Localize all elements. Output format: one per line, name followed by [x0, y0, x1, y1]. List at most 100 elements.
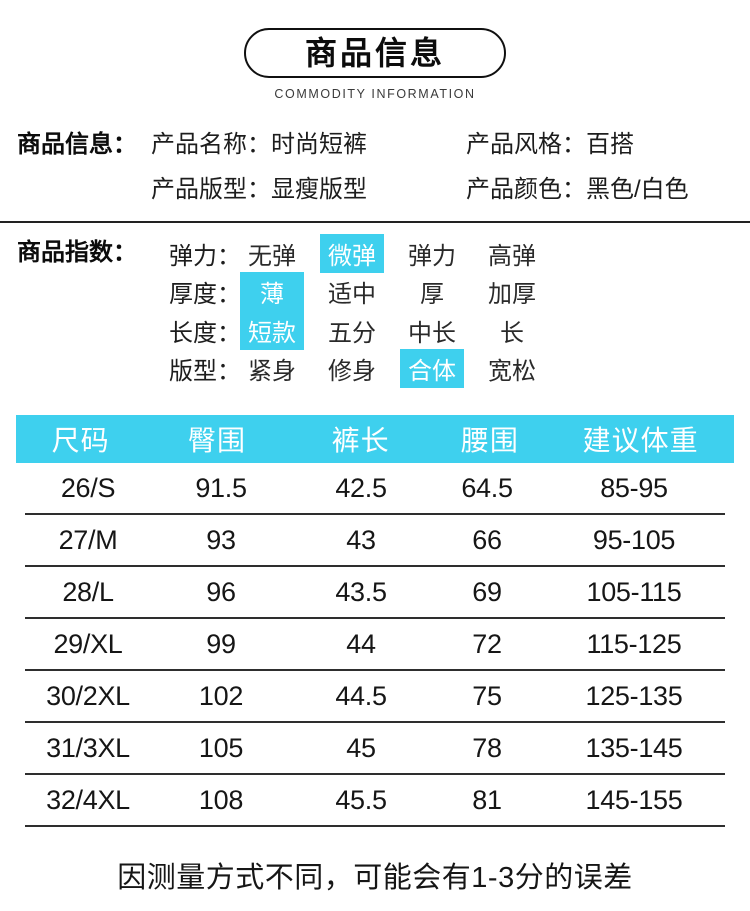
- cell-hip: 102: [198, 680, 244, 711]
- index-option-text: 厚: [420, 281, 444, 308]
- cell-weight: 95-105: [592, 524, 676, 555]
- cell-waist: 69: [472, 576, 502, 607]
- cell-size: 26/S: [60, 472, 116, 503]
- product-info-fields: 产品名称：时尚短裤 产品风格：百搭 产品版型：显瘦版型 产品颜色：黑色/白色: [151, 130, 689, 205]
- index-row-elasticity: 弹力： 无弹 微弹 弹力 高弹: [169, 233, 552, 273]
- index-option: 薄: [232, 272, 312, 311]
- cell-waist: 72: [472, 628, 502, 659]
- header-cell-suggested-weight: 建议体重: [582, 425, 699, 456]
- index-option-text: 短款: [240, 310, 304, 350]
- index-option-text: 薄: [240, 272, 304, 311]
- cell-size: 30/2XL: [46, 680, 130, 711]
- index-option-text: 中长: [408, 319, 456, 347]
- product-info-section: 商品信息： 产品名称：时尚短裤 产品风格：百搭 产品版型：显瘦版型 产品颜色：黑…: [0, 130, 750, 205]
- field-label: 产品风格：: [466, 131, 586, 158]
- field-product-color: 产品颜色：黑色/白色: [466, 175, 689, 205]
- index-option: 中长: [392, 313, 472, 348]
- cell-pants-length: 44: [346, 628, 376, 659]
- product-index-rows: 弹力： 无弹 微弹 弹力 高弹 厚度： 薄 适中 厚 加厚 长度： 短款 五分 …: [169, 233, 552, 392]
- cell-size: 32/4XL: [46, 784, 130, 815]
- table-row: 29/XL 99 44 72 115-125: [25, 619, 725, 671]
- cell-pants-length: 42.5: [335, 472, 387, 503]
- index-row-length: 长度： 短款 五分 中长 长: [169, 310, 552, 350]
- index-option: 修身: [312, 351, 392, 386]
- index-row-label: 弹力：: [169, 242, 241, 270]
- field-product-style: 产品风格：百搭: [466, 130, 689, 160]
- table-row: 31/3XL 105 45 78 135-145: [25, 723, 725, 775]
- field-label: 产品颜色：: [466, 176, 586, 203]
- table-row: 30/2XL 102 44.5 75 125-135: [25, 671, 725, 723]
- measurement-disclaimer: 因测量方式不同，可能会有1-3分的误差: [117, 862, 633, 894]
- product-index-section: 商品指数： 弹力： 无弹 微弹 弹力 高弹 厚度： 薄 适中 厚 加厚 长度： …: [0, 233, 750, 392]
- index-row-label: 长度：: [169, 319, 241, 347]
- field-label: 产品版型：: [151, 176, 271, 203]
- index-option: 短款: [232, 310, 312, 350]
- index-row-thickness: 厚度： 薄 适中 厚 加厚: [169, 272, 552, 311]
- cell-size: 27/M: [58, 524, 118, 555]
- index-option: 五分: [312, 313, 392, 348]
- cell-pants-length: 43.5: [335, 576, 387, 607]
- cell-waist: 75: [472, 680, 502, 711]
- table-header-row: 尺码 臀围 裤长 腰围 建议体重: [16, 415, 734, 463]
- cell-size: 28/L: [62, 576, 114, 607]
- cell-pants-length: 43: [346, 524, 376, 555]
- index-option-text: 五分: [328, 319, 376, 347]
- cell-weight: 85-95: [600, 472, 668, 503]
- cell-waist: 64.5: [461, 472, 513, 503]
- header-cell-pants-length: 裤长: [331, 425, 390, 456]
- field-label: 产品名称：: [151, 131, 271, 158]
- header-cell-size: 尺码: [51, 425, 110, 456]
- cell-weight: 105-115: [586, 576, 682, 607]
- cell-hip: 105: [198, 732, 244, 763]
- field-value: 时尚短裤: [271, 131, 367, 158]
- cell-pants-length: 44.5: [335, 680, 387, 711]
- index-option-text: 长: [500, 319, 524, 347]
- field-product-fit: 产品版型：显瘦版型: [151, 175, 466, 205]
- index-option-text: 微弹: [320, 233, 384, 273]
- page-header: 商品信息 COMMODITY INFORMATION: [0, 0, 750, 101]
- cell-pants-length: 45: [346, 732, 376, 763]
- index-option: 无弹: [232, 236, 312, 271]
- section-divider: [0, 221, 750, 223]
- index-option-text: 宽松: [488, 358, 536, 385]
- header-cell-waist: 腰围: [460, 425, 519, 456]
- index-option: 微弹: [312, 233, 392, 273]
- cell-size: 31/3XL: [46, 732, 130, 763]
- cell-waist: 66: [472, 524, 502, 555]
- index-option-text: 高弹: [488, 242, 536, 270]
- table-row: 26/S 91.5 42.5 64.5 85-95: [25, 463, 725, 515]
- index-option-text: 合体: [400, 349, 464, 388]
- cell-hip: 99: [206, 628, 236, 659]
- cell-hip: 96: [206, 576, 236, 607]
- header-cell-hip: 臀围: [188, 425, 247, 456]
- index-option-text: 适中: [328, 281, 376, 308]
- cell-weight: 145-155: [585, 784, 683, 815]
- index-option-text: 弹力: [408, 242, 456, 270]
- field-value: 显瘦版型: [271, 176, 367, 203]
- index-option-text: 无弹: [248, 242, 296, 270]
- index-option: 加厚: [472, 274, 552, 309]
- index-option: 宽松: [472, 351, 552, 386]
- cell-weight: 115-125: [586, 628, 682, 659]
- cell-size: 29/XL: [53, 628, 123, 659]
- page-title: 商品信息: [244, 28, 506, 78]
- product-info-section-label: 商品信息：: [17, 131, 137, 158]
- page-subtitle: COMMODITY INFORMATION: [274, 87, 476, 101]
- table-row: 28/L 96 43.5 69 105-115: [25, 567, 725, 619]
- index-option: 合体: [392, 349, 472, 388]
- index-option: 紧身: [232, 351, 312, 386]
- cell-waist: 78: [472, 732, 502, 763]
- index-row-fit: 版型： 紧身 修身 合体 宽松: [169, 349, 552, 388]
- field-value: 百搭: [586, 131, 634, 158]
- cell-hip: 91.5: [195, 472, 247, 503]
- index-row-label: 厚度：: [169, 281, 241, 308]
- product-index-section-label: 商品指数：: [17, 239, 137, 266]
- cell-waist: 81: [472, 784, 502, 815]
- cell-hip: 108: [198, 784, 244, 815]
- index-option-text: 修身: [328, 358, 376, 385]
- field-value: 黑色/白色: [586, 176, 689, 203]
- index-option: 厚: [392, 274, 472, 309]
- index-option: 适中: [312, 274, 392, 309]
- index-row-label: 版型：: [169, 358, 241, 385]
- cell-weight: 125-135: [585, 680, 683, 711]
